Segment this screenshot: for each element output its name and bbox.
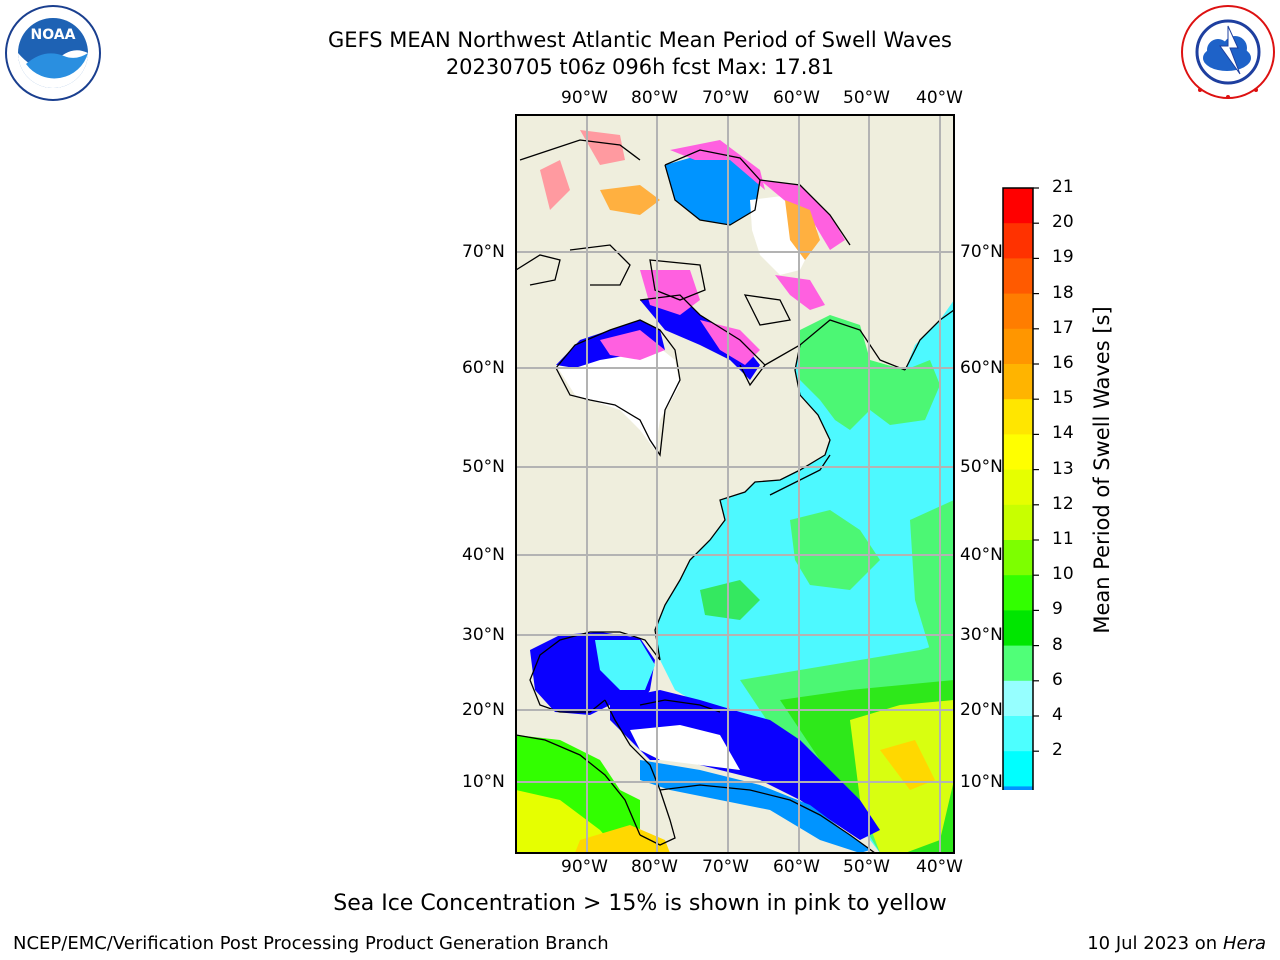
colorbar-tick-label: 12	[1052, 493, 1074, 514]
chart-title: GEFS MEAN Northwest Atlantic Mean Period…	[328, 28, 952, 52]
colorbar-tick-label: 17	[1052, 317, 1074, 338]
lon-label-bottom: 80°W	[631, 857, 678, 877]
colorbar-tick-label: 19	[1052, 247, 1074, 268]
colorbar-tick-label: 15	[1052, 388, 1074, 409]
lon-label-top: 90°W	[561, 88, 608, 108]
ocean-period-16-tropics	[880, 740, 935, 790]
gulf-cyan	[595, 640, 655, 690]
colorbar-segment	[1003, 786, 1033, 790]
colorbar-tick-label: 21	[1052, 177, 1074, 197]
colorbar-tick-label: 18	[1052, 282, 1074, 303]
lat-label-right: 20°N	[960, 700, 1003, 720]
colorbar-segment	[1003, 188, 1033, 224]
lat-label-right: 30°N	[960, 625, 1003, 645]
colorbar	[1002, 187, 1039, 790]
lat-label-right: 50°N	[960, 457, 1003, 477]
generation-date-text: 10 Jul 2023 on	[1087, 933, 1223, 954]
lat-label-left: 20°N	[462, 700, 505, 720]
colorbar-segment	[1003, 504, 1033, 541]
colorbar-tick-label: 4	[1052, 705, 1063, 725]
hudson-strait	[640, 295, 760, 380]
chart-subtitle: 20230705 t06z 096h fcst Max: 17.81	[445, 55, 835, 79]
lon-label-top: 60°W	[773, 88, 820, 108]
ocean-period-9-west	[700, 580, 760, 620]
sea-ice-caption: Sea Ice Concentration > 15% is shown in …	[333, 891, 947, 916]
graticule	[516, 115, 954, 853]
lat-label-left: 50°N	[462, 457, 505, 477]
colorbar-tick-label: 16	[1052, 353, 1074, 373]
ocean-period-9-11-mid	[790, 510, 880, 590]
machine-name: Hera	[1222, 933, 1266, 954]
noaa-logo-text: NOAA	[31, 27, 76, 43]
colorbar-segment	[1003, 258, 1033, 295]
lat-label-right: 10°N	[960, 772, 1003, 792]
colorbar-segment	[1003, 293, 1033, 330]
lon-label-bottom: 70°W	[702, 857, 749, 877]
lon-label-top: 80°W	[631, 88, 678, 108]
lat-label-left: 30°N	[462, 625, 505, 645]
colorbar-segment	[1003, 751, 1033, 787]
lat-label-left: 40°N	[462, 545, 505, 565]
colorbar-tick-label: 14	[1052, 423, 1074, 444]
lon-label-top: 40°W	[916, 88, 963, 108]
ocean-period-9-11-east	[910, 500, 954, 650]
lon-label-top: 70°W	[702, 88, 749, 108]
colorbar-segment	[1003, 223, 1033, 259]
map-frame	[515, 114, 955, 854]
colorbar-segment	[1003, 364, 1033, 400]
nws-logo	[1180, 4, 1276, 100]
colorbar-segment	[1003, 540, 1033, 576]
pacific-orange	[575, 825, 670, 853]
colorbar-segment	[1003, 469, 1033, 506]
colorbar-segment	[1003, 575, 1033, 611]
colorbar-tick-label: 6	[1052, 669, 1063, 690]
colorbar-tick-label: 20	[1052, 212, 1074, 233]
credit-text: NCEP/EMC/Verification Post Processing Pr…	[13, 933, 609, 954]
lon-label-bottom: 60°W	[773, 857, 820, 877]
lat-label-right: 70°N	[960, 242, 1003, 262]
colorbar-segment	[1003, 328, 1033, 365]
colorbar-title-wrap: Mean Period of Swell Waves [s]	[1082, 306, 1122, 633]
lon-label-top: 50°W	[843, 88, 890, 108]
colorbar-tick-label: 2	[1052, 740, 1063, 761]
colorbar-segment	[1003, 610, 1033, 647]
colorbar-title: Mean Period of Swell Waves [s]	[1090, 306, 1114, 634]
colorbar-tick-label: 9	[1052, 599, 1063, 620]
lat-label-left: 60°N	[462, 358, 505, 378]
noaa-logo: NOAA	[4, 4, 102, 102]
colorbar-tick-label: 13	[1052, 458, 1074, 479]
lon-label-bottom: 40°W	[916, 857, 963, 877]
colorbar-segment	[1003, 399, 1033, 435]
colorbar-segment	[1003, 716, 1033, 752]
colorbar-tick-label: 11	[1052, 529, 1074, 549]
lat-label-left: 10°N	[462, 772, 505, 792]
colorbar-segment	[1003, 434, 1033, 471]
colorbar-segment	[1003, 645, 1033, 682]
baffin-bay	[665, 155, 760, 225]
lon-label-bottom: 50°W	[843, 857, 890, 877]
lat-label-right: 40°N	[960, 545, 1003, 565]
lat-label-left: 70°N	[462, 242, 505, 262]
lat-label-right: 60°N	[960, 358, 1003, 378]
generation-date: 10 Jul 2023 on Hera	[1087, 933, 1266, 954]
colorbar-segment	[1003, 680, 1033, 717]
caribbean-blue	[640, 760, 870, 853]
colorbar-tick-label: 8	[1052, 634, 1063, 655]
lon-label-bottom: 90°W	[561, 857, 608, 877]
colorbar-tick-label: 10	[1052, 564, 1074, 585]
